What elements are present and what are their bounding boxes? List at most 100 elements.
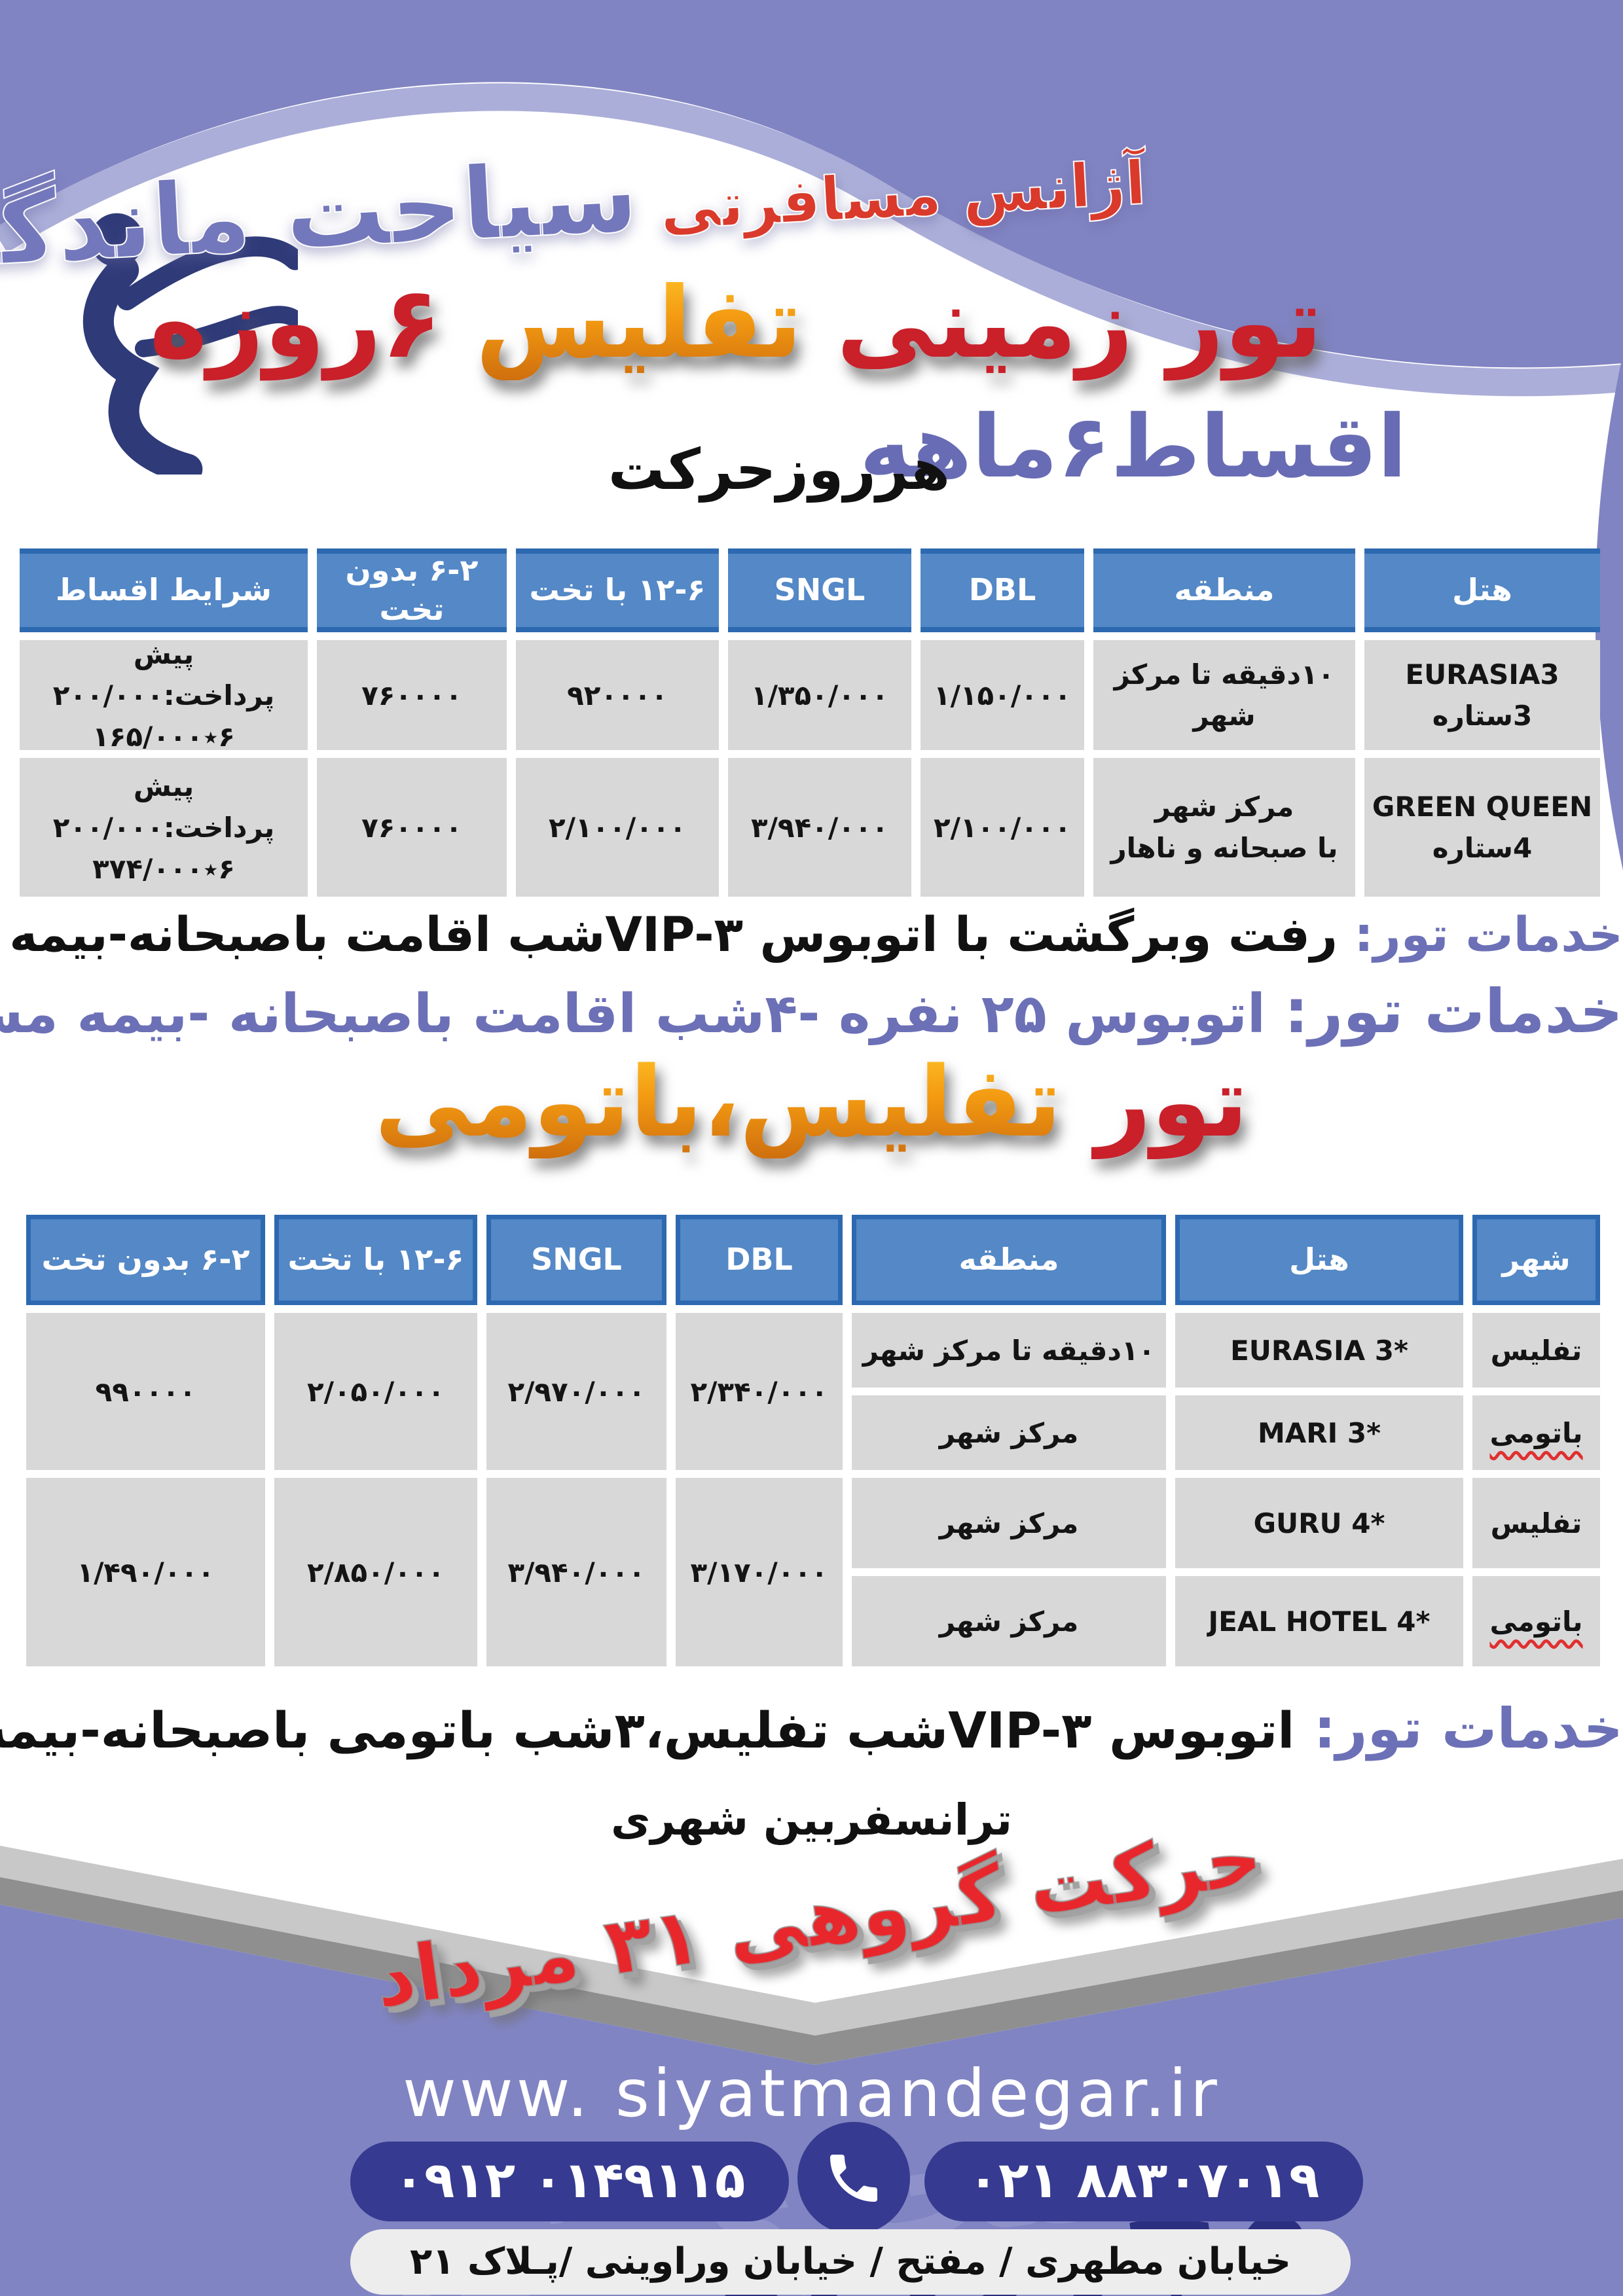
table1-header-terms: شرایط اقساط bbox=[20, 548, 308, 632]
dbl-price-cell: ۲/۱۰۰/۰۰۰ bbox=[921, 758, 1084, 897]
table2-group-1: تفلیس باتومی EURASIA 3* MARI 3* ۱۰دقیقه … bbox=[26, 1313, 1600, 1470]
mobile-phone-pill: ۰۹۱۲ ۰۱۴۹۱۱۵ bbox=[350, 2142, 789, 2221]
hotel-cell: MARI 3* bbox=[1175, 1395, 1463, 1470]
title-part2: ۶روزه bbox=[149, 266, 476, 380]
services-label: خدمات تور: bbox=[1294, 1696, 1623, 1761]
sngl-price-cell: ۲/۹۷۰/۰۰۰ bbox=[486, 1313, 666, 1470]
region-line2: با صبحانه و ناهار bbox=[1110, 832, 1338, 864]
title2-part1: تور bbox=[1061, 1046, 1249, 1158]
price-table-tbilisi: هتل منطقه DBL SNGL ۱۲-۶ با تخت ۶-۲ بدون … bbox=[20, 548, 1600, 897]
hotel-name: GREEN QUEEN bbox=[1372, 791, 1593, 823]
services-text: اتوبوس VIP-۳شب تفلیس،۳شب باتومی باصبحانه… bbox=[0, 1701, 1295, 1759]
city-cell: باتومی bbox=[1472, 1395, 1600, 1470]
hotel-name: EURASIA3 bbox=[1405, 658, 1559, 691]
region-line1: مرکز شهر bbox=[1154, 791, 1294, 823]
region-cell: مرکز شهر bbox=[852, 1576, 1166, 1666]
dbl-price-cell: ۲/۳۴۰/۰۰۰ bbox=[676, 1313, 843, 1470]
city-cell: تفلیس bbox=[1472, 1478, 1600, 1568]
terms-line1: پیش پرداخت:۲۰۰/۰۰۰ bbox=[52, 637, 275, 711]
table2-header-without-bed: ۶-۲ بدون تخت bbox=[26, 1215, 265, 1305]
without-bed-price-cell: ۹۹۰۰۰۰ bbox=[26, 1313, 265, 1470]
table1-header-row: هتل منطقه DBL SNGL ۱۲-۶ با تخت ۶-۲ بدون … bbox=[20, 548, 1600, 632]
website-url: www. siyatmandegar.ir bbox=[403, 2055, 1220, 2132]
hotel-cell: EURASIA3 3ستاره bbox=[1364, 640, 1600, 750]
services-text: اتوبوس ۲۵ نفره -۴شب اقامت باصبحانه -بیمه… bbox=[0, 983, 1266, 1045]
installments-note: اقساط۶ماهه bbox=[859, 397, 1407, 497]
hotel-name: MARI 3* bbox=[1257, 1416, 1381, 1449]
table2-header-region: منطقه bbox=[852, 1215, 1166, 1305]
region-cell: ۱۰دقیقه تا مرکز شهر bbox=[852, 1313, 1166, 1388]
table1-header-dbl: DBL bbox=[921, 548, 1084, 632]
title-highlight-tbilisi: تفلیس bbox=[475, 266, 803, 380]
table2-header-sngl: SNGL bbox=[486, 1215, 666, 1305]
intercity-transfer-note: ترانسفربین شهری bbox=[610, 1795, 1013, 1845]
phone-icon bbox=[797, 2122, 910, 2234]
price-table-tbilisi-batumi: شهر هتل منطقه DBL SNGL ۱۲-۶ با تخت ۶-۲ ب… bbox=[26, 1215, 1600, 1666]
table2-header-dbl: DBL bbox=[676, 1215, 843, 1305]
table1-header-region: منطقه bbox=[1093, 548, 1355, 632]
title2-highlight: تفلیس،باتومی bbox=[374, 1046, 1062, 1158]
address-bar: خیابان مطهری / مفتح / خیابان وراوینی /پـ… bbox=[350, 2229, 1351, 2295]
hotel-cell: GURU 4* bbox=[1175, 1478, 1463, 1568]
city-column: تفلیس باتومی bbox=[1472, 1313, 1600, 1470]
region-column: مرکز شهر مرکز شهر bbox=[852, 1478, 1166, 1666]
region-cell: مرکز شهر bbox=[852, 1478, 1166, 1568]
with-bed-price-cell: ۲/۱۰۰/۰۰۰ bbox=[516, 758, 719, 897]
header-swoosh-graphic bbox=[0, 0, 1623, 870]
dbl-price-cell: ۳/۱۷۰/۰۰۰ bbox=[676, 1478, 843, 1666]
sngl-price-cell: ۳/۹۴۰/۰۰۰ bbox=[728, 758, 911, 897]
batumi-tour-title: تور تفلیس،باتومی bbox=[0, 1046, 1623, 1158]
services-line-3: خدمات تور: اتوبوس VIP-۳شب تفلیس،۳شب باتو… bbox=[0, 1696, 1623, 1761]
city-column: تفلیس باتومی bbox=[1472, 1478, 1600, 1666]
flying-person-logo bbox=[82, 213, 298, 475]
title-part1: تور زمینی bbox=[802, 266, 1322, 380]
agency-prefix: آژانس مسافرتی bbox=[657, 147, 1148, 244]
table1-header-sngl: SNGL bbox=[728, 548, 911, 632]
hotel-cell: EURASIA 3* bbox=[1175, 1313, 1463, 1388]
table2-header-city: شهر bbox=[1472, 1215, 1600, 1305]
table2-header-hotel: هتل bbox=[1175, 1215, 1463, 1305]
hotel-cell: GREEN QUEEN 4ستاره bbox=[1364, 758, 1600, 897]
services-line-1: خدمات تور: رفت وبرگشت با اتوبوس VIP-۳شب … bbox=[0, 907, 1623, 963]
sngl-price-cell: ۳/۹۴۰/۰۰۰ bbox=[486, 1478, 666, 1666]
hotel-column: GURU 4* JEAL HOTEL 4* bbox=[1175, 1478, 1463, 1666]
hotel-name: JEAL HOTEL 4* bbox=[1208, 1605, 1431, 1638]
hotel-star: 3ستاره bbox=[1432, 700, 1533, 732]
without-bed-price-cell: ۷۶۰۰۰۰ bbox=[317, 640, 507, 750]
region-cell: مرکز شهر bbox=[852, 1395, 1166, 1470]
daily-departure-note: هرروزحرکت bbox=[608, 437, 951, 503]
services-label: خدمات تور: bbox=[1354, 907, 1623, 963]
terms-line2: ۶٭۳۷۴/۰۰۰ bbox=[92, 852, 235, 885]
office-phone-pill: ۰۲۱ ۸۸۳۰۷۰۱۹ bbox=[924, 2142, 1363, 2221]
services-text: رفت وبرگشت با اتوبوس VIP-۳شب اقامت باصبح… bbox=[0, 907, 1338, 963]
table2-header-row: شهر هتل منطقه DBL SNGL ۱۲-۶ با تخت ۶-۲ ب… bbox=[26, 1215, 1600, 1305]
table1-row-greenqueen: GREEN QUEEN 4ستاره مرکز شهر با صبحانه و … bbox=[20, 758, 1600, 897]
hotel-cell: JEAL HOTEL 4* bbox=[1175, 1576, 1463, 1666]
hotel-column: EURASIA 3* MARI 3* bbox=[1175, 1313, 1463, 1470]
without-bed-price-cell: ۷۶۰۰۰۰ bbox=[317, 758, 507, 897]
main-tour-title: تور زمینی تفلیس ۶روزه bbox=[149, 266, 1322, 380]
table2-header-with-bed: ۱۲-۶ با تخت bbox=[274, 1215, 477, 1305]
services-line-2: خدمات تور: اتوبوس ۲۵ نفره -۴شب اقامت باص… bbox=[0, 977, 1623, 1047]
with-bed-price-cell: ۲/۸۵۰/۰۰۰ bbox=[274, 1478, 477, 1666]
table1-header-without-bed: ۶-۲ بدون تخت bbox=[317, 548, 507, 632]
region-cell: ۱۰دقیقه تا مرکز شهر bbox=[1093, 640, 1355, 750]
without-bed-price-cell: ۱/۴۹۰/۰۰۰ bbox=[26, 1478, 265, 1666]
with-bed-price-cell: ۲/۰۵۰/۰۰۰ bbox=[274, 1313, 477, 1470]
hotel-star: 4ستاره bbox=[1432, 832, 1533, 864]
dbl-price-cell: ۱/۱۵۰/۰۰۰ bbox=[921, 640, 1084, 750]
services-label: خدمات تور: bbox=[1284, 977, 1623, 1047]
terms-cell: پیش پرداخت:۲۰۰/۰۰۰ ۶٭۳۷۴/۰۰۰ bbox=[20, 758, 308, 897]
city-cell: تفلیس bbox=[1472, 1313, 1600, 1388]
city-cell: باتومی bbox=[1472, 1576, 1600, 1666]
table1-row-eurasia: EURASIA3 3ستاره ۱۰دقیقه تا مرکز شهر ۱/۱۵… bbox=[20, 638, 1600, 753]
table2-group-2: تفلیس باتومی GURU 4* JEAL HOTEL 4* مرکز … bbox=[26, 1478, 1600, 1666]
region-column: ۱۰دقیقه تا مرکز شهر مرکز شهر bbox=[852, 1313, 1166, 1470]
hotel-name: EURASIA 3* bbox=[1230, 1334, 1408, 1367]
terms-cell: پیش پرداخت:۲۰۰/۰۰۰ ۶٭۱۶۵/۰۰۰ bbox=[20, 638, 308, 753]
region-cell: مرکز شهر با صبحانه و ناهار bbox=[1093, 758, 1355, 897]
sngl-price-cell: ۱/۳۵۰/۰۰۰ bbox=[728, 640, 911, 750]
terms-line1: پیش پرداخت:۲۰۰/۰۰۰ bbox=[52, 770, 275, 844]
city-misspelled: باتومی bbox=[1489, 1416, 1583, 1449]
